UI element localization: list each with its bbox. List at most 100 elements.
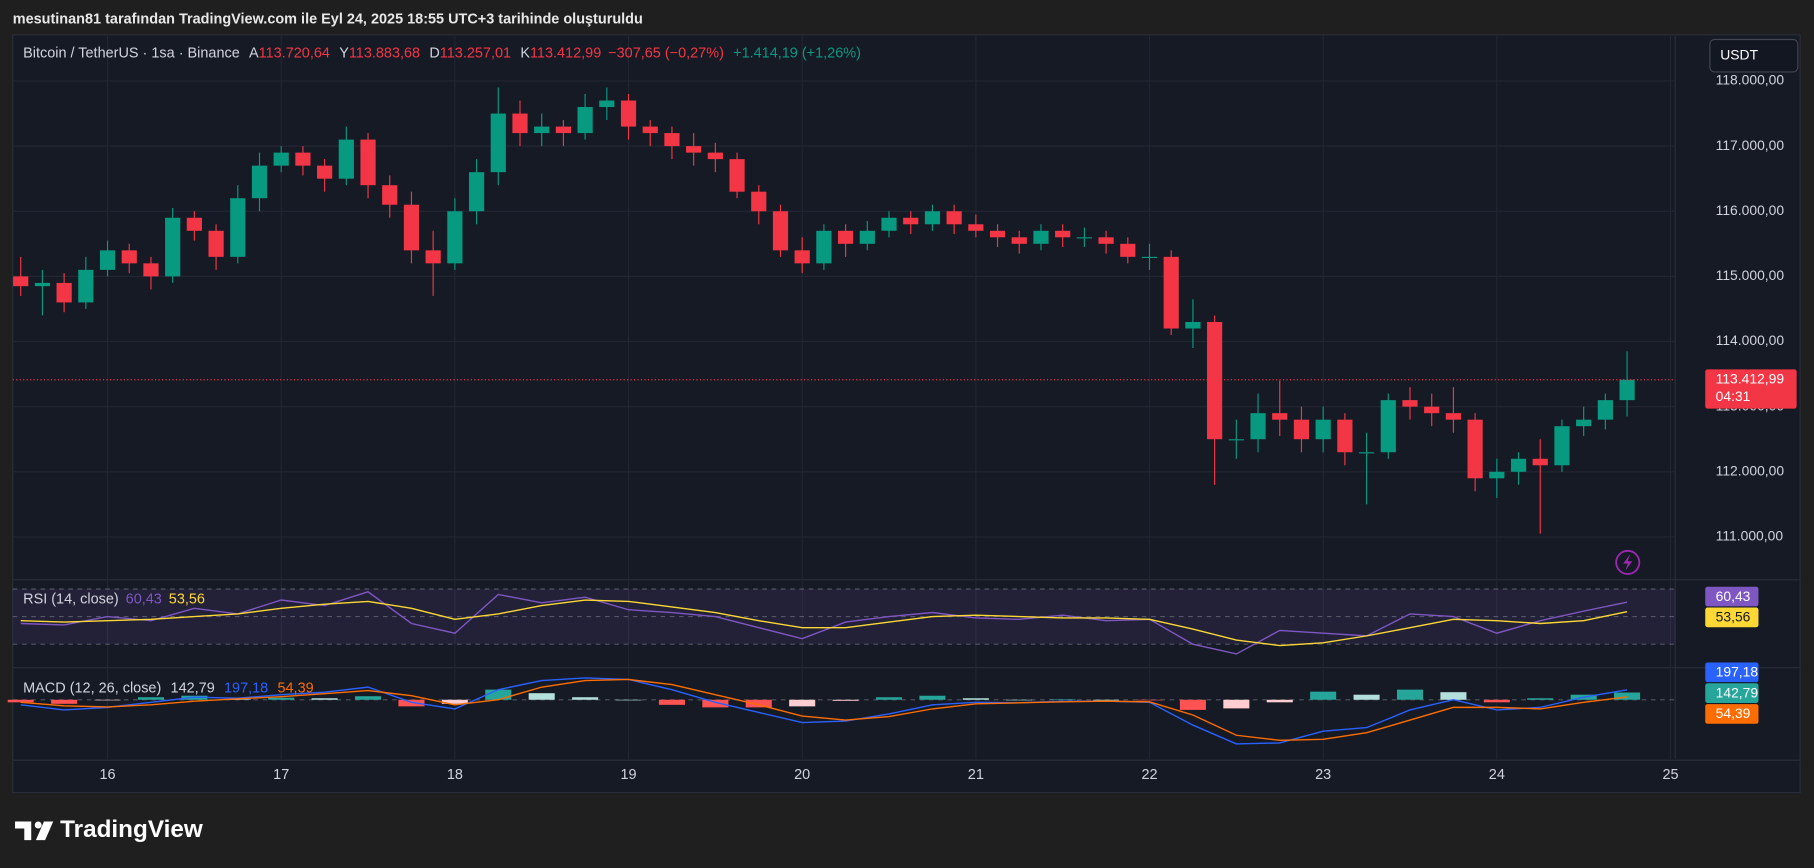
candle-body — [403, 204, 420, 251]
histogram-bar — [1266, 699, 1293, 703]
histogram-bar — [1093, 699, 1120, 701]
candle-body — [1228, 439, 1244, 441]
symbol: Bitcoin / TetherUS · 1sa · Binance — [23, 45, 240, 61]
axis-tag — [1705, 586, 1759, 607]
candle-body — [382, 185, 398, 205]
candle-body — [1576, 419, 1592, 427]
candle-body — [946, 211, 962, 225]
x-tick-label: 16 — [100, 767, 116, 783]
histogram-bar — [615, 699, 642, 701]
x-tick-label: 25 — [1662, 767, 1678, 783]
candle-body — [1272, 413, 1288, 420]
y-tick-label: 112.000,00 — [1716, 462, 1785, 478]
histogram-bar — [745, 699, 772, 708]
last-price-label: 113.412,99 — [1716, 370, 1785, 386]
candle-body — [208, 230, 224, 257]
candle-body — [1207, 321, 1223, 440]
x-tick-label: 19 — [620, 767, 636, 783]
overlay: USDT 113.412,99 04:31 Bitcoin / TetherUS ·… — [23, 38, 1799, 724]
candle-body — [534, 126, 550, 134]
candle-body — [729, 159, 745, 192]
candle-body — [577, 107, 593, 134]
indicator-line — [20, 591, 1628, 655]
candle-body — [490, 113, 506, 173]
candle-body — [924, 211, 941, 225]
candle-body — [56, 282, 72, 303]
x-tick-label: 20 — [794, 767, 810, 783]
candle-body — [1120, 243, 1136, 257]
candle-body — [273, 152, 289, 166]
candle-body — [686, 146, 702, 153]
candle-body — [881, 217, 897, 231]
legend-value: 53,56 — [169, 591, 205, 607]
pane-title: RSI (14, close) — [23, 591, 119, 607]
axis-tag-label: 142,79 — [1716, 684, 1759, 700]
x-tick-label: 24 — [1489, 767, 1505, 783]
histogram-bar — [398, 699, 425, 707]
histogram-bar — [94, 699, 121, 701]
candle-body — [1467, 419, 1483, 479]
histogram-bar — [441, 699, 468, 704]
histogram-bar — [1310, 691, 1337, 700]
candle-body — [447, 211, 463, 264]
candle-body — [13, 276, 29, 287]
legend-value: 60,43 — [126, 591, 162, 607]
x-tick-label: 18 — [447, 767, 463, 783]
histogram-bar — [51, 699, 78, 704]
histogram-bar — [355, 696, 382, 700]
histogram-bar — [528, 693, 555, 700]
axis-tag — [1705, 704, 1759, 724]
countdown-label: 04:31 — [1716, 388, 1751, 404]
candle-body — [121, 250, 137, 264]
candle-body — [1185, 321, 1201, 329]
axis-tag — [1705, 683, 1759, 703]
histogram-bar — [919, 695, 946, 700]
ohlc-value: 113.412,99 — [530, 45, 601, 61]
indicator-line — [20, 677, 1628, 745]
ohlc-key: K — [520, 45, 530, 61]
candle-body — [1597, 400, 1613, 420]
histogram-bar — [1440, 692, 1467, 700]
currency-label[interactable]: USDT — [1720, 46, 1758, 62]
candle-body — [1402, 400, 1418, 407]
candle-body — [707, 152, 723, 160]
chart-panel — [12, 34, 1801, 794]
histogram-bar — [311, 698, 338, 700]
caption: mesutinan81 tarafından TradingView.com i… — [13, 12, 643, 28]
candle-body — [78, 269, 94, 303]
x-tick-label: 21 — [968, 767, 984, 783]
histogram-bar — [1396, 689, 1424, 700]
y-tick-label: 116.000,00 — [1716, 202, 1785, 218]
alert-bolt — [1623, 554, 1633, 571]
candle-body — [599, 100, 615, 108]
candle-body — [99, 250, 116, 270]
y-tick-label: 117.000,00 — [1716, 137, 1785, 153]
histogram-bar — [1136, 699, 1163, 701]
histogram-bar — [224, 699, 251, 700]
axis-tag-label: 197,18 — [1716, 664, 1759, 680]
ohlc-value: 113.257,01 — [440, 45, 511, 61]
ohlc-value: 113.883,68 — [349, 45, 420, 61]
histogram-bar — [137, 697, 164, 700]
candle-body — [468, 172, 485, 212]
candle-body — [620, 100, 637, 127]
y-tick-label: 118.000,00 — [1716, 72, 1785, 88]
candle-body — [1163, 256, 1179, 329]
histogram-bar — [875, 697, 903, 700]
candle-body — [1380, 400, 1396, 453]
alert-icon[interactable] — [1615, 549, 1641, 575]
histogram-bar — [268, 697, 295, 700]
axis-tag-label: 60,43 — [1716, 588, 1751, 604]
candle-body — [859, 230, 875, 244]
candle-body — [1033, 230, 1049, 244]
candle-body — [165, 217, 181, 277]
currency-button[interactable] — [1709, 38, 1799, 73]
axis-tag-label: 54,39 — [1716, 705, 1751, 721]
pane-title: MACD (12, 26, close) — [23, 680, 161, 696]
logo-slash — [35, 821, 54, 841]
histogram-bar — [1006, 699, 1033, 701]
axis-tag — [1705, 607, 1759, 628]
candle-body — [1358, 452, 1375, 454]
pane-legend: RSI (14, close) 60,43 53,56 — [23, 591, 205, 607]
